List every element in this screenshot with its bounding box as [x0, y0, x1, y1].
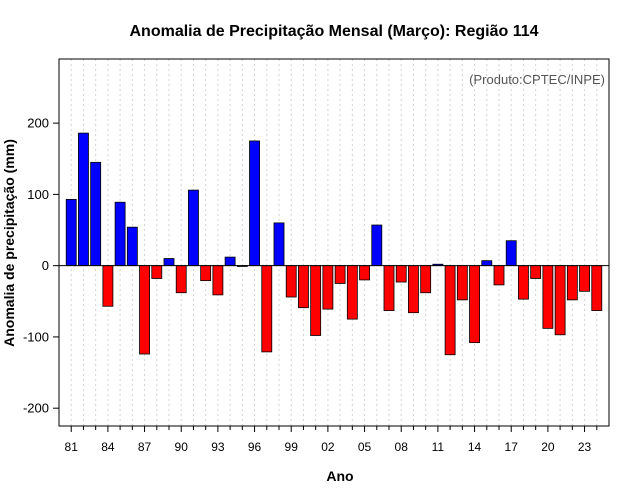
- x-tick-label: 02: [321, 440, 335, 454]
- bar-2019: [530, 265, 542, 279]
- x-tick-label: 99: [285, 440, 299, 454]
- chart-title: Anomalia de Precipitação Mensal (Março):…: [129, 23, 538, 40]
- bar-2013: [456, 265, 468, 301]
- bar-2023: [579, 265, 590, 292]
- bar-1996: [249, 140, 260, 267]
- bar-1988: [151, 265, 163, 279]
- plot-frame: [58, 58, 610, 427]
- y-tick-label: 0: [42, 258, 49, 273]
- bar-1987: [139, 265, 150, 355]
- bar-2002: [322, 265, 334, 310]
- bar-2004: [346, 265, 358, 320]
- y-tick-label: -200: [23, 401, 49, 416]
- bar-1989: [163, 258, 175, 267]
- bar-2018: [518, 265, 529, 300]
- bar-1985: [114, 201, 126, 267]
- bar-2007: [383, 265, 395, 311]
- bar-1999: [285, 265, 297, 298]
- x-tick-label: 20: [541, 440, 555, 454]
- y-tick-label: -100: [23, 329, 49, 344]
- bar-2017: [505, 240, 517, 267]
- bar-2001: [310, 265, 322, 336]
- bar-2006: [371, 224, 383, 267]
- bar-1982: [78, 132, 89, 267]
- bar-2020: [542, 265, 554, 329]
- bar-1981: [65, 198, 77, 267]
- y-axis-label: Anomalia de precipitação (mm): [1, 139, 17, 347]
- bar-2021: [554, 265, 566, 336]
- bar-1983: [90, 161, 102, 267]
- bar-2012: [444, 265, 456, 356]
- x-tick-label: 11: [432, 440, 445, 454]
- bar-2000: [298, 265, 309, 309]
- x-tick-label: 90: [175, 440, 189, 454]
- bar-2022: [566, 265, 578, 301]
- bar-1992: [200, 265, 212, 282]
- x-tick-label: 17: [505, 440, 519, 454]
- bar-1994: [224, 256, 236, 267]
- bar-2003: [334, 265, 346, 284]
- x-tick-label: 96: [248, 440, 262, 454]
- bar-1984: [102, 265, 114, 307]
- x-tick-label: 14: [468, 440, 482, 454]
- bar-2016: [493, 265, 505, 286]
- x-axis-label: Ano: [326, 468, 353, 484]
- bar-1997: [261, 265, 273, 353]
- bar-1990: [175, 265, 187, 294]
- x-tick-label: 05: [358, 440, 372, 454]
- x-tick-label: 93: [211, 440, 225, 454]
- x-tick-label: 87: [138, 440, 152, 454]
- x-tick-label: 81: [65, 440, 79, 454]
- x-tick-label: 23: [578, 440, 592, 454]
- product-annotation: (Produto:CPTEC/INPE): [469, 72, 605, 87]
- bar-2015: [481, 260, 493, 267]
- y-tick-label: 200: [27, 116, 49, 131]
- bar-2024: [591, 265, 603, 311]
- bar-2008: [395, 265, 407, 283]
- bar-1998: [273, 222, 285, 267]
- x-tick-label: 84: [101, 440, 115, 454]
- bar-2014: [469, 265, 480, 344]
- bar-series: [65, 132, 603, 356]
- bar-1993: [212, 265, 224, 296]
- bar-2009: [408, 265, 419, 314]
- bar-1986: [126, 226, 138, 267]
- bar-2005: [359, 265, 370, 281]
- bar-2010: [420, 265, 432, 294]
- y-tick-label: 100: [27, 187, 49, 202]
- bar-1991: [188, 189, 199, 267]
- y-axis: -200 -100 0 100 200: [23, 116, 59, 416]
- x-axis: 81 84 87 90 93 96 99 02 05 08 11 14 17 20 23: [65, 426, 598, 454]
- grid-lines: [70, 59, 598, 426]
- x-tick-label: 08: [395, 440, 409, 454]
